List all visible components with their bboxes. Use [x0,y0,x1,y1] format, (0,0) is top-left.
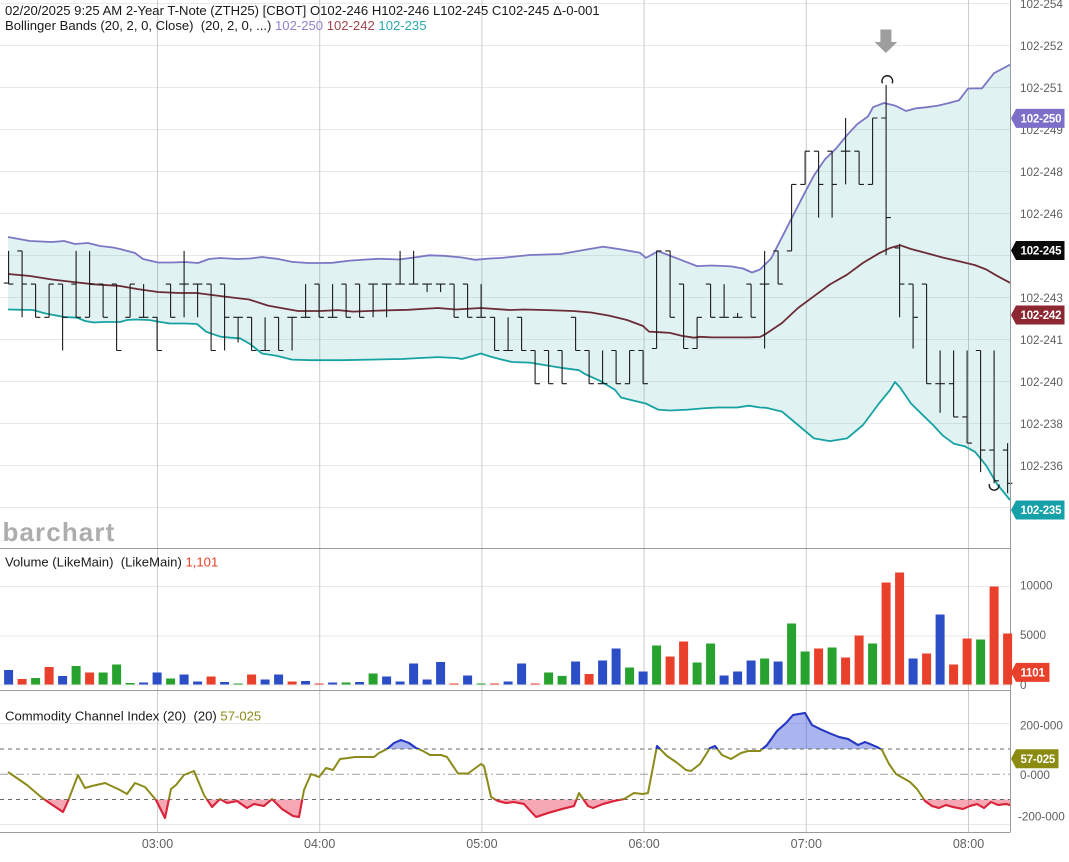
svg-text:-200-000: -200-000 [1018,811,1065,824]
svg-text:102-241: 102-241 [1020,334,1063,347]
svg-text:102-251: 102-251 [1020,82,1063,95]
svg-text:102-235: 102-235 [1021,505,1063,517]
svg-text:barchart: barchart [3,517,116,547]
svg-text:0: 0 [1020,679,1027,692]
svg-text:04:00: 04:00 [304,837,335,851]
svg-text:05:00: 05:00 [466,837,497,851]
svg-text:03:00: 03:00 [142,837,173,851]
svg-text:Volume (LikeMain) (LikeMain): Volume (LikeMain) (LikeMain) 1,101 [5,555,218,570]
svg-text:06:00: 06:00 [628,837,659,851]
svg-text:102-242: 102-242 [1021,310,1062,322]
svg-text:102-246: 102-246 [1020,208,1063,221]
svg-text:102-240: 102-240 [1020,376,1063,389]
svg-text:200-000: 200-000 [1020,719,1063,732]
svg-text:5000: 5000 [1020,629,1047,642]
svg-text:102-254: 102-254 [1020,0,1063,11]
svg-text:02/20/2025 9:25 AM 2-Year T-No: 02/20/2025 9:25 AM 2-Year T-Note (ZTH25)… [5,3,600,18]
svg-text:102-248: 102-248 [1020,166,1063,179]
svg-text:102-245: 102-245 [1021,246,1063,258]
svg-text:102-252: 102-252 [1020,40,1063,53]
svg-text:57-025: 57-025 [1021,754,1056,766]
svg-text:0-000: 0-000 [1020,769,1050,782]
svg-text:07:00: 07:00 [791,837,822,851]
svg-text:102-236: 102-236 [1020,460,1063,473]
svg-text:102-250: 102-250 [1021,114,1062,126]
svg-text:10000: 10000 [1020,580,1053,593]
svg-text:Bollinger Bands (20, 2, 0, Clo: Bollinger Bands (20, 2, 0, Close) (20, 2… [5,18,426,33]
svg-text:102-243: 102-243 [1020,292,1063,305]
svg-text:1101: 1101 [1021,668,1046,680]
svg-text:Commodity Channel Index (20): Commodity Channel Index (20) (20) 57-025 [5,709,261,724]
svg-text:102-238: 102-238 [1020,418,1063,431]
svg-text:08:00: 08:00 [953,837,984,851]
